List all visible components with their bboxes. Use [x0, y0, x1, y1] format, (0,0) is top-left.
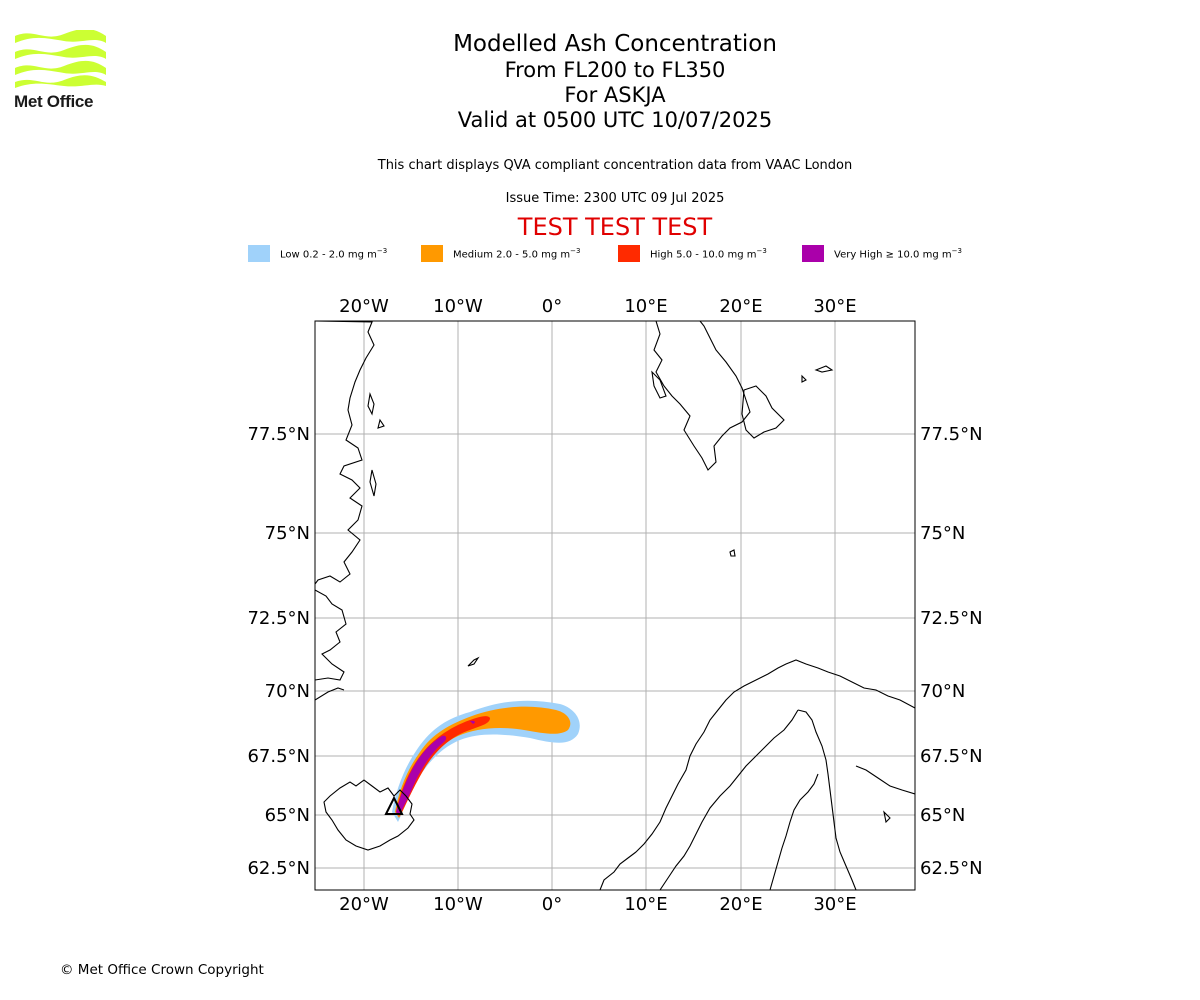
legend-swatch-medium — [421, 245, 443, 262]
legend-swatch-very-high — [802, 245, 824, 262]
met-office-logo-text: Met Office — [14, 92, 94, 111]
svalbard-coast — [653, 321, 751, 471]
volcano-triangle-icon — [384, 795, 404, 815]
gulf-of-bothnia-coast — [769, 773, 819, 890]
latitude-labels-right: 77.5°N 75°N 72.5°N 70°N 67.5°N 65°N 62.5… — [920, 424, 983, 879]
bear-island-coast — [729, 549, 736, 557]
lat-label-right: 65°N — [920, 805, 965, 826]
lon-label-top: 20°E — [719, 296, 762, 317]
lat-label-right: 75°N — [920, 523, 965, 544]
legend-label-medium: Medium 2.0 - 5.0 mg m — [453, 249, 571, 261]
issue-time: Issue Time: 2300 UTC 09 Jul 2025 — [505, 191, 725, 206]
kola-peninsula-coast — [855, 765, 915, 795]
lat-label-right: 62.5°N — [920, 858, 983, 879]
longitude-labels-top: 20°W 10°W 0° 10°E 20°E 30°E — [339, 296, 856, 317]
ash-very-high-concentration-area — [396, 735, 447, 816]
test-banner: TEST TEST TEST — [517, 213, 713, 241]
lon-label-bottom: 10°W — [433, 894, 483, 915]
lon-label-top: 0° — [542, 296, 562, 317]
lon-label-bottom: 10°E — [624, 894, 667, 915]
ash-very-high-patch — [470, 720, 475, 724]
graticule — [315, 321, 915, 890]
lon-label-bottom: 30°E — [813, 894, 856, 915]
lat-label-right: 72.5°N — [920, 608, 983, 629]
lat-label-left: 72.5°N — [247, 608, 310, 629]
ash-medium-concentration-area — [395, 706, 571, 818]
lat-label-right: 67.5°N — [920, 746, 983, 767]
lon-label-bottom: 20°E — [719, 894, 762, 915]
chart-header: Modelled Ash Concentration From FL200 to… — [315, 30, 915, 241]
legend-swatch-low — [248, 245, 270, 262]
chart-title: Modelled Ash Concentration — [453, 31, 777, 57]
iceland-coast — [323, 779, 415, 851]
lat-label-left: 62.5°N — [247, 858, 310, 879]
coastlines — [315, 321, 915, 890]
lat-label-left: 70°N — [265, 681, 310, 702]
greenland-coast — [315, 321, 375, 585]
jan-mayen-coast — [467, 656, 480, 667]
legend-label-low: Low 0.2 - 2.0 mg m — [280, 249, 377, 261]
scandinavia-coast — [599, 659, 915, 890]
lon-label-bottom: 20°W — [339, 894, 389, 915]
legend-label-high: High 5.0 - 10.0 mg m — [650, 249, 757, 261]
sweden-finland-border — [797, 709, 857, 890]
lat-label-left: 65°N — [265, 805, 310, 826]
ash-plume — [392, 700, 580, 822]
chart-description: This chart displays QVA compliant concen… — [377, 158, 853, 173]
flight-level-range: From FL200 to FL350 — [504, 58, 726, 82]
norway-sweden-border — [659, 709, 799, 890]
map-frame — [314, 320, 916, 891]
lat-label-right: 77.5°N — [920, 424, 983, 445]
lat-label-right: 70°N — [920, 681, 965, 702]
map-content — [315, 321, 915, 890]
lon-label-top: 20°W — [339, 296, 389, 317]
lon-label-bottom: 0° — [542, 894, 562, 915]
valid-time: Valid at 0500 UTC 10/07/2025 — [457, 108, 773, 132]
volcano-name: For ASKJA — [564, 83, 666, 107]
lat-label-left: 77.5°N — [247, 424, 310, 445]
met-office-logo — [15, 30, 106, 88]
lat-label-left: 67.5°N — [247, 746, 310, 767]
longitude-labels-bottom: 20°W 10°W 0° 10°E 20°E 30°E — [339, 894, 856, 915]
latitude-labels-left: 77.5°N 75°N 72.5°N 70°N 67.5°N 65°N 62.5… — [247, 424, 310, 879]
legend-label-very-high: Very High ≥ 10.0 mg m — [834, 249, 952, 261]
lon-label-top: 10°E — [624, 296, 667, 317]
legend-swatch-high — [618, 245, 640, 262]
lon-label-top: 10°W — [433, 296, 483, 317]
copyright-notice: © Met Office Crown Copyright — [60, 962, 264, 978]
lat-label-left: 75°N — [265, 523, 310, 544]
lon-label-top: 30°E — [813, 296, 856, 317]
